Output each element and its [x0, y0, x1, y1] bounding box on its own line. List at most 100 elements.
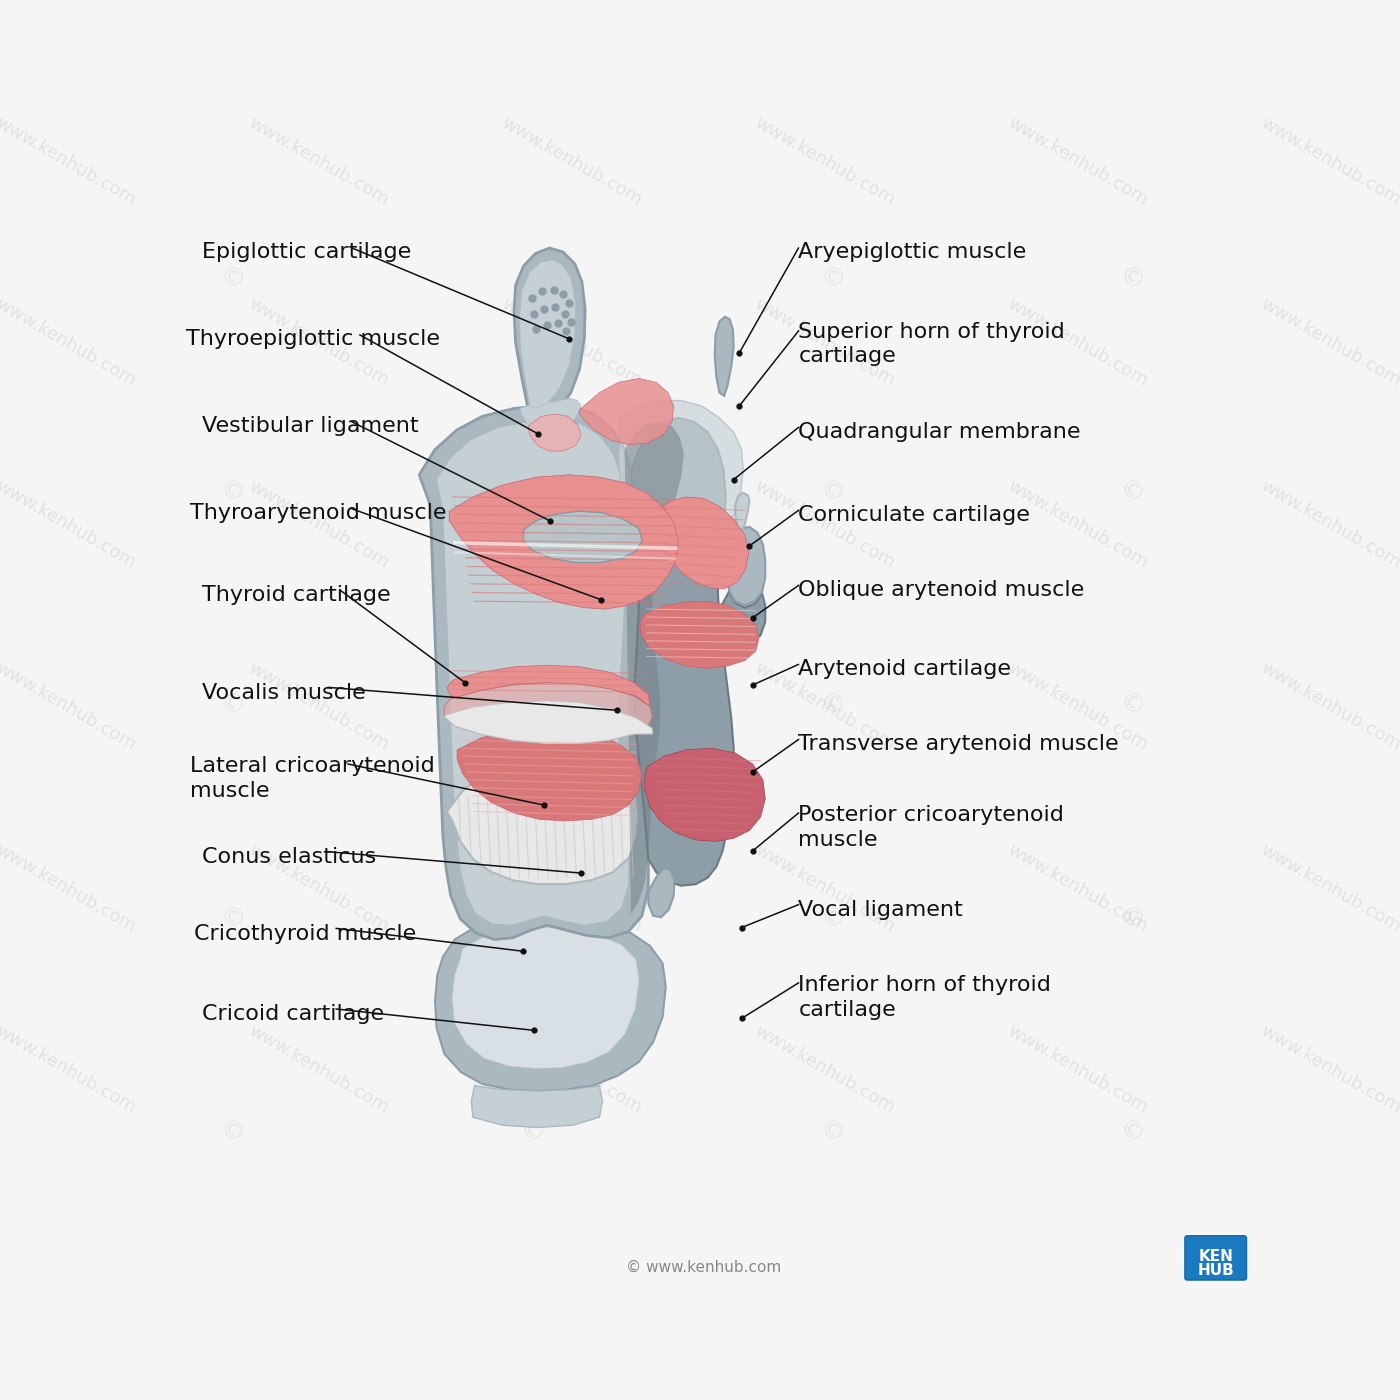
Polygon shape — [444, 701, 652, 743]
Polygon shape — [472, 1085, 602, 1127]
Text: ©: © — [514, 690, 547, 724]
Text: ©: © — [214, 903, 248, 937]
Text: Cricothyroid muscle: Cricothyroid muscle — [195, 924, 416, 944]
Text: ©: © — [514, 903, 547, 937]
Text: www.kenhub.com: www.kenhub.com — [0, 477, 139, 573]
Polygon shape — [519, 398, 581, 437]
Text: Transverse arytenoid muscle: Transverse arytenoid muscle — [798, 734, 1119, 755]
Polygon shape — [437, 420, 629, 925]
Text: www.kenhub.com: www.kenhub.com — [498, 295, 645, 391]
Text: www.kenhub.com: www.kenhub.com — [1004, 659, 1151, 753]
Polygon shape — [640, 601, 759, 668]
Text: Oblique arytenoid muscle: Oblique arytenoid muscle — [798, 580, 1085, 601]
Text: ©: © — [1114, 1117, 1148, 1149]
Polygon shape — [528, 414, 581, 451]
Text: © www.kenhub.com: © www.kenhub.com — [626, 1260, 781, 1275]
Text: www.kenhub.com: www.kenhub.com — [245, 659, 392, 753]
Text: ©: © — [514, 1117, 547, 1149]
Polygon shape — [619, 400, 743, 542]
Text: Thyroepiglottic muscle: Thyroepiglottic muscle — [186, 329, 440, 350]
Text: ©: © — [1114, 690, 1148, 724]
Text: ©: © — [815, 903, 848, 937]
Text: Superior horn of thyroid
cartilage: Superior horn of thyroid cartilage — [798, 322, 1065, 367]
Text: KEN: KEN — [1198, 1249, 1233, 1264]
Text: ©: © — [815, 1117, 848, 1149]
Text: ©: © — [214, 1117, 248, 1149]
FancyBboxPatch shape — [1184, 1236, 1246, 1280]
Text: ©: © — [815, 690, 848, 724]
Text: www.kenhub.com: www.kenhub.com — [498, 113, 645, 209]
Text: www.kenhub.com: www.kenhub.com — [1257, 113, 1400, 209]
Text: www.kenhub.com: www.kenhub.com — [750, 113, 897, 209]
Text: www.kenhub.com: www.kenhub.com — [498, 840, 645, 935]
Text: ©: © — [214, 690, 248, 724]
Text: Quadrangular membrane: Quadrangular membrane — [798, 421, 1081, 442]
Text: Conus elasticus: Conus elasticus — [202, 847, 377, 867]
Text: www.kenhub.com: www.kenhub.com — [498, 659, 645, 753]
Polygon shape — [578, 378, 673, 445]
Text: Epiglottic cartilage: Epiglottic cartilage — [202, 242, 412, 262]
Text: www.kenhub.com: www.kenhub.com — [750, 659, 897, 753]
Text: www.kenhub.com: www.kenhub.com — [1004, 1022, 1151, 1117]
Text: www.kenhub.com: www.kenhub.com — [750, 477, 897, 573]
Text: www.kenhub.com: www.kenhub.com — [1257, 659, 1400, 753]
Text: www.kenhub.com: www.kenhub.com — [245, 295, 392, 391]
Text: Aryepiglottic muscle: Aryepiglottic muscle — [798, 242, 1026, 262]
Text: Thyroarytenoid muscle: Thyroarytenoid muscle — [190, 503, 447, 524]
Text: ©: © — [214, 476, 248, 510]
Text: www.kenhub.com: www.kenhub.com — [245, 840, 392, 935]
Polygon shape — [447, 665, 650, 707]
Text: www.kenhub.com: www.kenhub.com — [245, 113, 392, 209]
Text: www.kenhub.com: www.kenhub.com — [1257, 1022, 1400, 1117]
Text: www.kenhub.com: www.kenhub.com — [1004, 295, 1151, 391]
Text: Arytenoid cartilage: Arytenoid cartilage — [798, 659, 1011, 679]
Polygon shape — [721, 592, 766, 645]
Text: Vocal ligament: Vocal ligament — [798, 900, 963, 920]
Text: ©: © — [815, 476, 848, 510]
Text: www.kenhub.com: www.kenhub.com — [1004, 840, 1151, 935]
Text: www.kenhub.com: www.kenhub.com — [245, 1022, 392, 1117]
Text: ©: © — [514, 263, 547, 297]
Text: www.kenhub.com: www.kenhub.com — [498, 1022, 645, 1117]
Polygon shape — [655, 497, 749, 588]
Polygon shape — [715, 316, 734, 396]
Text: www.kenhub.com: www.kenhub.com — [0, 295, 139, 391]
Text: Corniculate cartilage: Corniculate cartilage — [798, 505, 1030, 525]
Text: Thyroid cartilage: Thyroid cartilage — [202, 585, 391, 605]
Polygon shape — [449, 475, 679, 609]
Polygon shape — [447, 756, 638, 885]
Text: ©: © — [815, 263, 848, 297]
Polygon shape — [444, 683, 652, 743]
Polygon shape — [648, 868, 675, 917]
Text: www.kenhub.com: www.kenhub.com — [750, 295, 897, 391]
Polygon shape — [419, 405, 648, 939]
Polygon shape — [519, 260, 575, 407]
Text: Vocalis muscle: Vocalis muscle — [202, 683, 365, 703]
Text: www.kenhub.com: www.kenhub.com — [750, 840, 897, 935]
Polygon shape — [514, 248, 585, 414]
Polygon shape — [735, 493, 749, 531]
Text: Posterior cricoarytenoid
muscle: Posterior cricoarytenoid muscle — [798, 805, 1064, 850]
Text: ©: © — [1114, 263, 1148, 297]
Text: Lateral cricoarytenoid
muscle: Lateral cricoarytenoid muscle — [190, 756, 435, 801]
Polygon shape — [728, 526, 766, 605]
Text: HUB: HUB — [1197, 1263, 1233, 1278]
Text: www.kenhub.com: www.kenhub.com — [0, 113, 139, 209]
Text: ©: © — [514, 476, 547, 510]
Polygon shape — [524, 511, 643, 563]
Text: www.kenhub.com: www.kenhub.com — [498, 477, 645, 573]
Text: www.kenhub.com: www.kenhub.com — [1257, 840, 1400, 935]
Polygon shape — [644, 748, 766, 841]
Polygon shape — [452, 927, 638, 1068]
Text: www.kenhub.com: www.kenhub.com — [1257, 295, 1400, 391]
Text: Vestibular ligament: Vestibular ligament — [202, 416, 419, 437]
Text: www.kenhub.com: www.kenhub.com — [0, 840, 139, 935]
Text: www.kenhub.com: www.kenhub.com — [245, 477, 392, 573]
Text: Cricoid cartilage: Cricoid cartilage — [202, 1004, 384, 1025]
Polygon shape — [435, 916, 666, 1091]
Polygon shape — [624, 421, 683, 914]
Text: www.kenhub.com: www.kenhub.com — [1004, 477, 1151, 573]
Text: Inferior horn of thyroid
cartilage: Inferior horn of thyroid cartilage — [798, 974, 1051, 1019]
Text: www.kenhub.com: www.kenhub.com — [0, 659, 139, 753]
Text: ©: © — [1114, 903, 1148, 937]
